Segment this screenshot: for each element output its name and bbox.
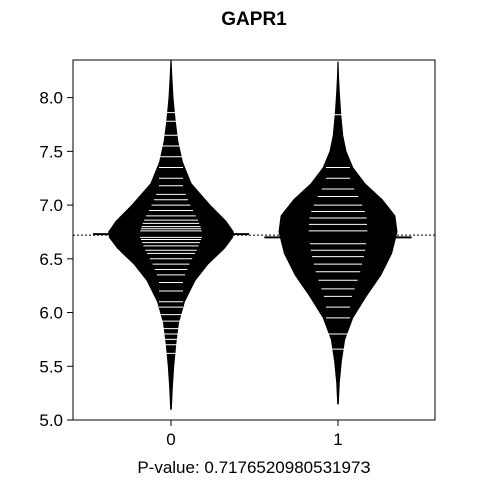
- beans-layer: [92, 60, 412, 410]
- y-tick-label-1: 5.5: [39, 357, 63, 376]
- x-axis-label: P-value: 0.717652098053197З: [137, 458, 370, 477]
- y-tick-label-0: 5.0: [39, 411, 63, 430]
- y-tick-label-4: 7.0: [39, 196, 63, 215]
- y-tick-label-6: 8.0: [39, 89, 63, 108]
- plot-frame: [72, 59, 436, 421]
- chart-title: GAPR1: [221, 9, 287, 30]
- y-tick-label-2: 6.0: [39, 304, 63, 323]
- y-tick-label-5: 7.5: [39, 142, 63, 161]
- y-tick-label-3: 6.5: [39, 250, 63, 269]
- bean-1: [278, 61, 398, 405]
- y-axis: 5.0 5.5 6.0 6.5 7.0 7.5 8.0: [39, 89, 73, 430]
- x-tick-label-1: 1: [333, 430, 342, 449]
- x-tick-label-0: 0: [166, 430, 175, 449]
